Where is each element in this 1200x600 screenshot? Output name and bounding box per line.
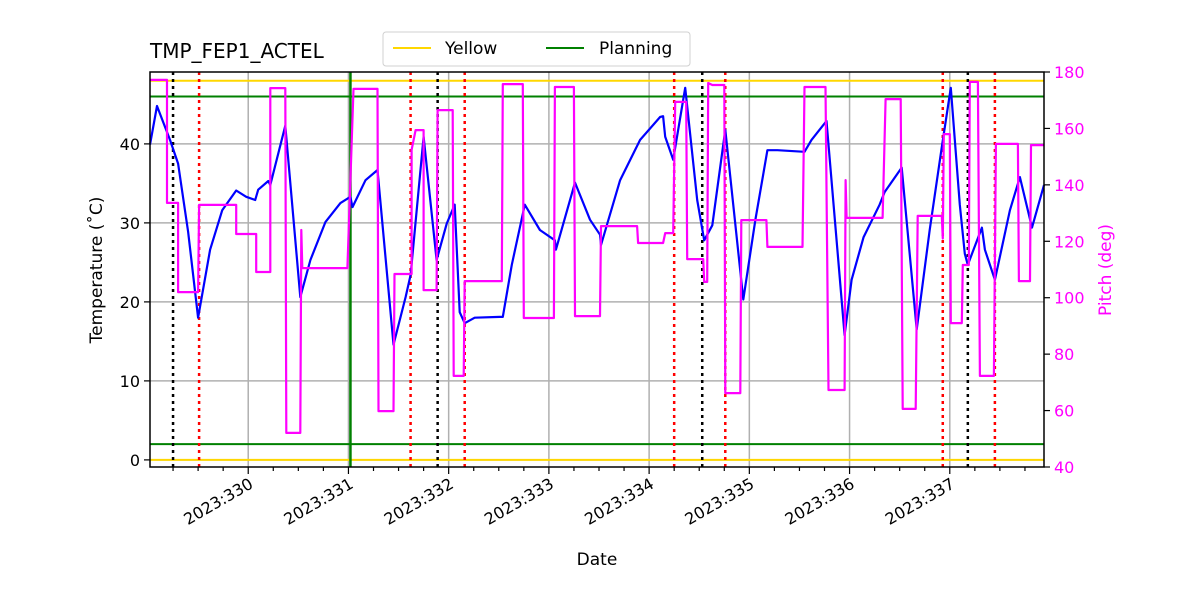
series-pitch-line bbox=[150, 78, 1044, 434]
y-axis-label: Temperature (˚C) bbox=[86, 197, 107, 345]
y-tick-label: 10 bbox=[120, 372, 140, 391]
y2-axis-label: Pitch (deg) bbox=[1096, 224, 1116, 316]
y2-tick-label: 100 bbox=[1054, 289, 1085, 308]
y2-tick-label: 80 bbox=[1054, 345, 1074, 364]
chart-title: TMP_FEP1_ACTEL bbox=[149, 39, 325, 63]
x-axis-label: Date bbox=[577, 550, 618, 570]
y2-tick-label: 60 bbox=[1054, 402, 1074, 421]
y2-tick-label: 120 bbox=[1054, 232, 1085, 251]
series-temperature-line bbox=[148, 86, 1046, 346]
y-tick-label: 0 bbox=[130, 451, 140, 470]
plot-area bbox=[148, 72, 1046, 467]
y2-tick-label: 140 bbox=[1054, 176, 1085, 195]
legend-label-planning: Planning bbox=[599, 39, 672, 59]
plot-frame bbox=[149, 71, 1045, 468]
y-tick-label: 20 bbox=[120, 293, 140, 312]
y2-tick-label: 180 bbox=[1054, 63, 1085, 82]
y2-tick-label: 40 bbox=[1054, 458, 1074, 477]
y2-tick-label: 160 bbox=[1054, 119, 1085, 138]
y-tick-label: 30 bbox=[120, 214, 140, 233]
y-tick-label: 40 bbox=[120, 135, 140, 154]
legend: Yellow Planning bbox=[382, 31, 691, 67]
legend-label-yellow: Yellow bbox=[444, 39, 497, 59]
legend-box bbox=[382, 31, 691, 67]
